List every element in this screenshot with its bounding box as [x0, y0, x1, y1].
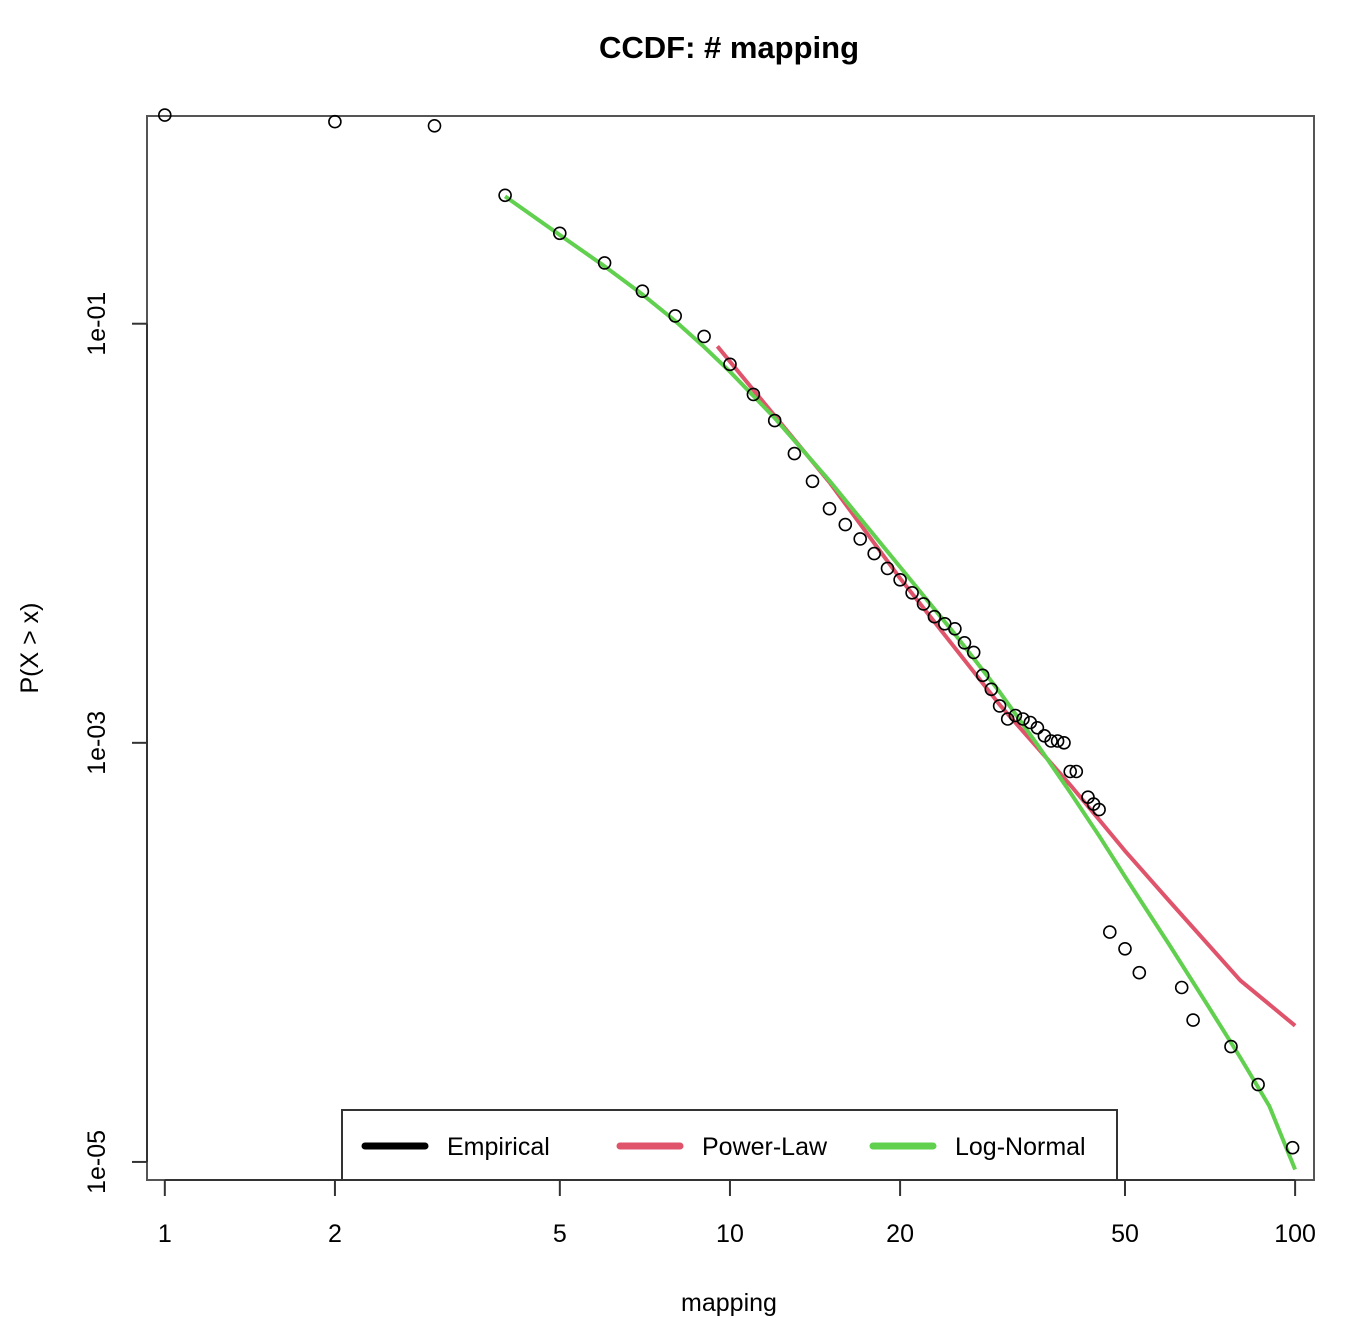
x-tick-label: 100	[1274, 1220, 1316, 1248]
empirical-point	[1044, 734, 1058, 748]
x-tick-label: 50	[1111, 1220, 1139, 1248]
empirical-point	[1057, 735, 1071, 750]
y-axis: 1e-01 1e-03 1e-05	[83, 292, 148, 1194]
empirical-point	[1016, 712, 1030, 726]
empirical-point	[552, 226, 567, 241]
y-tick-label: 1e-05	[83, 1130, 111, 1194]
legend-box	[341, 1109, 1118, 1181]
empirical-point	[1103, 925, 1117, 939]
empirical-point	[1174, 980, 1189, 995]
empirical-point	[723, 357, 737, 372]
empirical-point	[1030, 720, 1045, 735]
power-law-line	[715, 345, 1297, 1028]
lines-layer	[503, 194, 1297, 1171]
empirical-point	[697, 329, 711, 344]
empirical-point	[1008, 708, 1023, 723]
empirical-point	[1063, 764, 1077, 779]
y-tick-label: 1e-01	[83, 292, 111, 356]
empirical-point	[668, 309, 683, 323]
empirical-point	[927, 609, 942, 624]
x-axis-label: mapping	[681, 1289, 777, 1317]
empirical-point	[805, 474, 820, 489]
empirical-point	[822, 501, 837, 516]
empirical-point	[880, 561, 895, 576]
empirical-point	[1092, 802, 1106, 817]
empirical-point	[1132, 965, 1147, 980]
empirical-point	[1224, 1039, 1238, 1054]
legend-label-log-normal: Log-Normal	[955, 1133, 1086, 1161]
empirical-point	[1000, 712, 1015, 726]
empirical-point	[1251, 1077, 1265, 1092]
log-normal-line	[503, 194, 1297, 1171]
empirical-point	[427, 119, 442, 133]
empirical-point	[916, 597, 931, 611]
empirical-point	[984, 682, 999, 697]
empirical-point	[957, 635, 972, 650]
x-tick-label: 2	[328, 1220, 342, 1248]
empirical-point	[746, 387, 761, 402]
empirical-point	[893, 572, 907, 587]
x-tick-label: 20	[886, 1220, 914, 1248]
empirical-point	[1069, 764, 1084, 779]
empirical-point	[905, 585, 919, 600]
empirical-point	[1050, 734, 1065, 748]
empirical-point	[867, 546, 882, 561]
empirical-point	[787, 446, 802, 461]
empirical-point	[966, 645, 981, 660]
x-tick-label: 5	[553, 1220, 567, 1248]
empirical-point	[158, 108, 172, 122]
legend-label-power-law: Power-Law	[702, 1133, 828, 1161]
legend-label-empirical: Empirical	[447, 1133, 550, 1161]
legend: Empirical Power-Law Log-Normal	[341, 1109, 1118, 1181]
empirical-point	[597, 256, 612, 270]
plot-box	[146, 115, 1315, 1181]
empirical-point	[1186, 1013, 1200, 1027]
empirical-point	[328, 114, 342, 129]
x-tick-label: 1	[158, 1220, 172, 1248]
empirical-point	[498, 188, 512, 203]
empirical-point	[1118, 941, 1132, 956]
points-layer	[158, 108, 1300, 1155]
empirical-point	[635, 284, 650, 299]
chart-title: CCDF: # mapping	[599, 30, 859, 65]
empirical-point	[838, 517, 853, 532]
y-axis-label: P(X > x)	[16, 603, 44, 694]
empirical-point	[1285, 1140, 1300, 1155]
x-tick-label: 10	[716, 1220, 744, 1248]
y-tick-label: 1e-03	[83, 711, 111, 775]
x-axis: 1 2 5 10 20 50 100	[158, 1179, 1316, 1248]
empirical-point	[975, 668, 990, 683]
empirical-point	[948, 621, 962, 636]
empirical-point	[992, 699, 1007, 713]
empirical-point	[853, 532, 868, 546]
empirical-point	[767, 413, 782, 428]
